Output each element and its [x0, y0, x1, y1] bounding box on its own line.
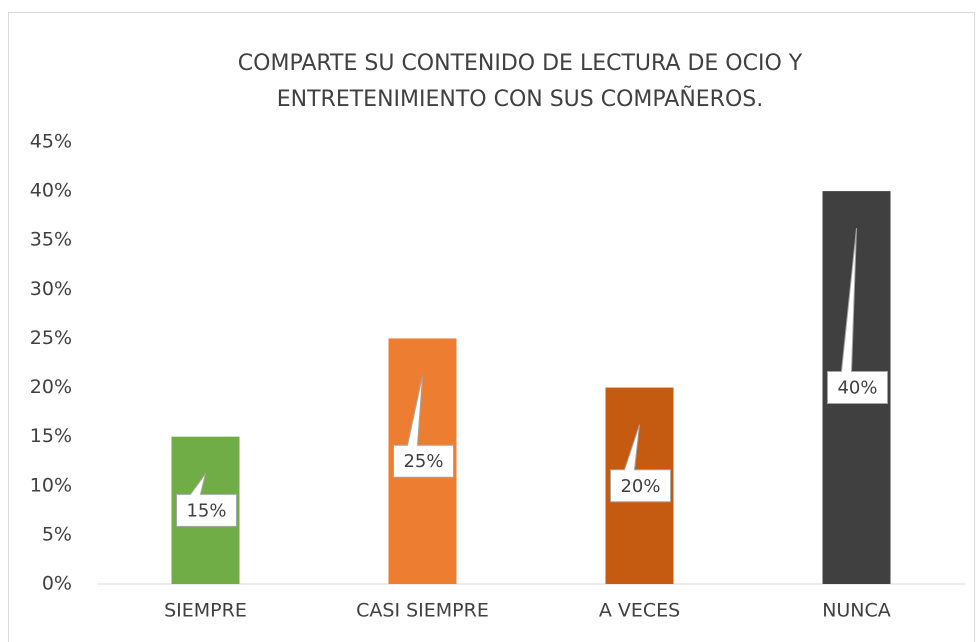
chart-title: ENTRETENIMIENTO CON SUS COMPAÑEROS.: [277, 85, 763, 112]
data-label: 20%: [620, 476, 660, 497]
y-tick-label: 10%: [30, 474, 72, 496]
y-tick-label: 20%: [30, 376, 72, 398]
y-tick-label: 0%: [42, 573, 72, 595]
data-label-callout: [176, 473, 237, 527]
data-label: 25%: [403, 451, 443, 472]
data-label-callout: [827, 228, 888, 405]
chart-title: COMPARTE SU CONTENIDO DE LECTURA DE OCIO…: [238, 51, 803, 76]
y-tick-label: 25%: [30, 327, 72, 349]
x-tick-label: SIEMPRE: [164, 600, 247, 622]
x-tick-label: A VECES: [599, 600, 680, 622]
data-label-callout: [610, 424, 671, 503]
y-tick-label: 15%: [30, 425, 72, 447]
x-tick-label: CASI SIEMPRE: [356, 600, 489, 622]
y-tick-label: 45%: [30, 131, 72, 153]
chart-frame: [8, 12, 975, 642]
x-tick-label: NUNCA: [822, 600, 891, 622]
data-label: 15%: [186, 500, 226, 521]
y-tick-label: 35%: [30, 229, 72, 251]
y-tick-label: 30%: [30, 278, 72, 300]
y-tick-label: 5%: [42, 523, 72, 545]
y-tick-label: 40%: [30, 180, 72, 202]
data-label-callout: [393, 375, 454, 478]
data-label: 40%: [837, 378, 877, 399]
